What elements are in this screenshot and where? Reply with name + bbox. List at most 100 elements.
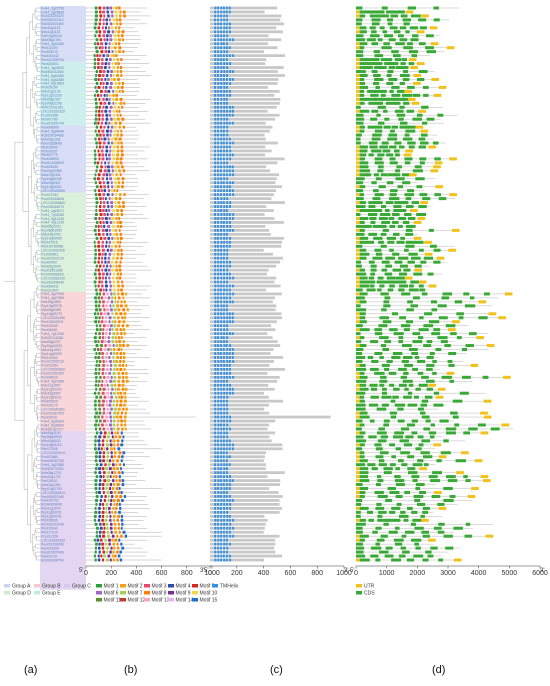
gene-label: Mdo16g0632 bbox=[41, 439, 61, 443]
motif-box bbox=[97, 77, 100, 81]
protein-bar bbox=[210, 403, 270, 407]
cds-box bbox=[373, 58, 380, 62]
gene-label: Pbr019000676 bbox=[41, 320, 63, 324]
motif-box bbox=[95, 50, 99, 54]
motif-box bbox=[100, 165, 103, 169]
cds-box bbox=[400, 73, 410, 78]
motif-box bbox=[112, 371, 116, 375]
motif-box bbox=[101, 467, 105, 471]
cds-box bbox=[377, 479, 384, 483]
motif-legend-swatch bbox=[192, 591, 198, 595]
cds-box bbox=[410, 304, 418, 308]
motif-box bbox=[110, 70, 113, 74]
motif-box bbox=[98, 471, 102, 475]
motif-box bbox=[109, 526, 113, 530]
tm-helix bbox=[219, 506, 222, 510]
gene-label: Mdo09g0089 bbox=[41, 308, 61, 312]
motif-box bbox=[94, 439, 97, 443]
motif-box bbox=[101, 514, 105, 518]
motif-box bbox=[98, 455, 102, 459]
cds-box bbox=[356, 379, 367, 383]
tm-helix bbox=[220, 364, 223, 367]
utr-box bbox=[478, 300, 487, 304]
protein-bar bbox=[210, 375, 280, 379]
gene-label: Pco012128 bbox=[41, 534, 58, 538]
cds-box bbox=[446, 475, 456, 479]
tm-helix bbox=[226, 546, 229, 550]
motif-box bbox=[94, 216, 98, 220]
cds-box bbox=[441, 375, 453, 379]
tm-helix bbox=[214, 415, 217, 419]
gene-label: Pco030461 bbox=[41, 253, 58, 257]
tm-helix bbox=[226, 70, 229, 73]
utr-box bbox=[448, 328, 456, 332]
tm-helix bbox=[223, 479, 226, 482]
motif-box bbox=[105, 316, 108, 320]
motif-box bbox=[113, 133, 116, 137]
motif-box bbox=[98, 308, 102, 312]
cds-box bbox=[356, 355, 366, 359]
utr-box bbox=[410, 209, 418, 213]
tm-helix bbox=[225, 451, 228, 455]
utr-box bbox=[356, 268, 360, 272]
gene-label: FvH4_6g42480 bbox=[41, 78, 64, 82]
motif-box bbox=[103, 205, 106, 209]
motif-box bbox=[96, 42, 100, 46]
tm-helix bbox=[223, 228, 226, 232]
cds-box bbox=[398, 514, 409, 518]
motif-box bbox=[106, 232, 109, 236]
motif-box bbox=[101, 153, 105, 157]
motif-box bbox=[99, 38, 103, 42]
gene-label: Pbr037915 bbox=[41, 241, 58, 245]
motif-box bbox=[118, 363, 122, 367]
tm-helix bbox=[220, 395, 223, 399]
motif-box bbox=[115, 344, 119, 348]
tm-helix bbox=[220, 177, 223, 181]
motif-box bbox=[123, 14, 126, 18]
cds-box bbox=[377, 276, 384, 280]
motif-box bbox=[116, 542, 119, 546]
cds-box bbox=[405, 240, 416, 244]
tm-helix bbox=[226, 133, 229, 137]
motif-box bbox=[121, 284, 124, 288]
utr-box bbox=[356, 490, 360, 495]
cds-box bbox=[368, 435, 377, 439]
motif-box bbox=[106, 248, 109, 252]
motif-box bbox=[121, 379, 125, 383]
tm-helix bbox=[223, 248, 226, 252]
motif-box bbox=[113, 447, 116, 451]
motif-box bbox=[122, 201, 125, 205]
motif-box bbox=[97, 173, 101, 177]
tm-helix bbox=[214, 340, 217, 343]
tm-helix bbox=[217, 240, 219, 244]
utr-box bbox=[356, 157, 360, 161]
motif-box bbox=[99, 125, 103, 129]
protein-bar bbox=[210, 463, 266, 467]
utr-box bbox=[446, 46, 455, 50]
cds-box bbox=[395, 42, 405, 46]
cds-box bbox=[374, 66, 383, 70]
motif-box bbox=[101, 336, 105, 340]
motif-box bbox=[103, 236, 107, 240]
cds-box bbox=[412, 34, 419, 38]
motif-box bbox=[104, 463, 107, 467]
gene-label: Peu014400620 bbox=[41, 161, 64, 165]
motif-box bbox=[94, 371, 98, 375]
motif-box bbox=[110, 260, 114, 264]
gene-label: Mdo14g1052 bbox=[41, 233, 61, 237]
tm-helix bbox=[222, 256, 225, 260]
motif-box bbox=[106, 447, 109, 451]
cds-box bbox=[423, 93, 429, 97]
cds-box bbox=[359, 161, 369, 165]
cds-box bbox=[389, 161, 398, 165]
cds-box bbox=[359, 58, 369, 62]
cds-box bbox=[356, 463, 366, 467]
gene-label: Rcl05G032380 bbox=[41, 70, 64, 74]
protein-bar bbox=[210, 300, 273, 304]
motif-box bbox=[118, 205, 122, 209]
tm-helix bbox=[228, 483, 231, 486]
utr-box bbox=[485, 534, 494, 538]
tm-helix bbox=[229, 554, 231, 558]
protein-bar bbox=[210, 86, 268, 89]
motif-box bbox=[114, 129, 117, 133]
